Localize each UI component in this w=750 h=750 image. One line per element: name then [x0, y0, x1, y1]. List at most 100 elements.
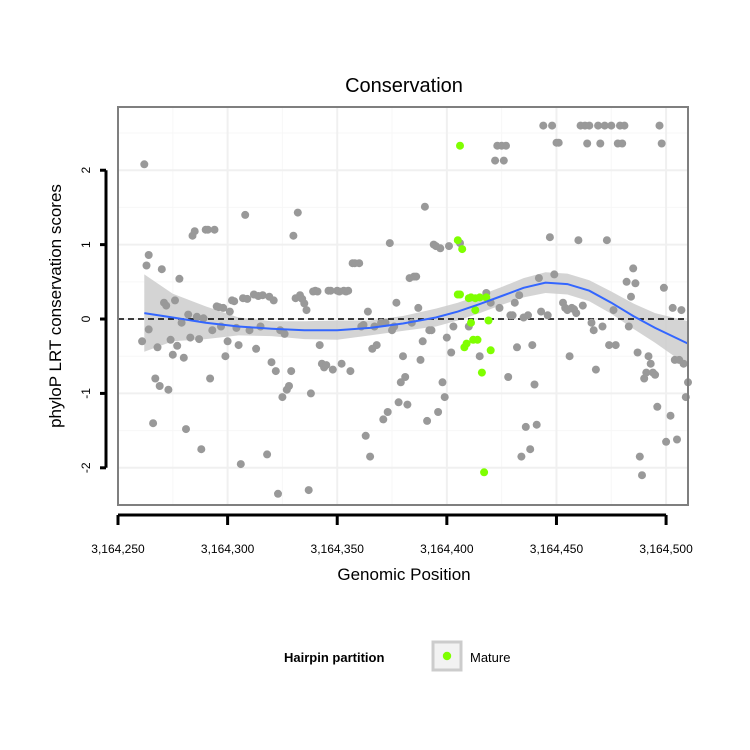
data-point	[208, 326, 217, 335]
data-point	[668, 303, 677, 312]
data-point	[285, 382, 293, 390]
data-point	[591, 365, 600, 374]
data-point	[149, 419, 158, 428]
data-point-mature	[484, 316, 493, 325]
data-point	[416, 355, 425, 364]
data-point	[620, 121, 629, 130]
data-point-mature	[462, 339, 471, 348]
data-point	[258, 291, 267, 300]
data-point	[241, 210, 250, 219]
x-tick-label: 3,164,300	[201, 542, 255, 556]
data-point	[510, 298, 519, 307]
data-point	[203, 225, 212, 234]
data-point	[638, 471, 646, 480]
data-point-mature	[456, 141, 464, 150]
data-point	[195, 335, 204, 344]
y-axis: -2 -1 0 1 2	[79, 167, 108, 473]
x-tick-label: 3,164,350	[311, 542, 365, 556]
data-point	[293, 208, 302, 217]
data-point	[449, 322, 458, 331]
legend-title: Hairpin partition	[284, 650, 384, 665]
data-point	[495, 303, 504, 312]
data-point	[304, 486, 313, 495]
data-point	[587, 318, 596, 327]
y-tick-label: -2	[79, 462, 93, 473]
data-point	[528, 341, 537, 350]
data-point	[151, 374, 160, 383]
data-point	[600, 121, 609, 130]
y-tick-label: 2	[79, 167, 93, 174]
data-point	[657, 139, 666, 148]
data-points	[138, 121, 692, 498]
data-point-mature	[475, 293, 484, 302]
data-point-mature	[477, 368, 486, 377]
data-point	[236, 460, 245, 469]
data-point	[306, 389, 315, 398]
data-point	[315, 341, 324, 350]
data-point	[513, 343, 521, 352]
data-point	[583, 139, 592, 148]
data-point	[565, 352, 574, 361]
data-point	[173, 341, 182, 350]
data-point	[184, 310, 193, 319]
data-point	[361, 431, 370, 440]
data-point	[289, 231, 298, 240]
data-point	[206, 374, 215, 383]
data-point	[598, 322, 607, 331]
data-point	[427, 326, 436, 335]
data-point	[475, 352, 484, 361]
data-point	[144, 251, 153, 259]
data-point	[392, 298, 401, 307]
data-point	[412, 272, 421, 281]
data-point	[175, 274, 184, 283]
data-point-mature	[486, 346, 495, 355]
data-point	[442, 333, 451, 342]
data-point	[337, 359, 346, 368]
data-point	[197, 445, 206, 454]
data-point	[302, 306, 311, 315]
data-point	[379, 415, 388, 424]
data-point	[144, 325, 153, 334]
data-point	[644, 352, 653, 361]
data-point	[153, 343, 162, 352]
data-point	[521, 422, 530, 431]
data-point	[642, 368, 651, 377]
data-point	[545, 233, 554, 242]
legend: Hairpin partition Mature	[284, 640, 510, 672]
data-point	[418, 337, 427, 346]
data-point	[438, 378, 447, 387]
data-point	[223, 337, 232, 346]
data-point	[679, 359, 688, 368]
data-point	[631, 279, 640, 288]
data-point	[508, 311, 517, 320]
data-point	[366, 452, 375, 461]
data-point	[199, 314, 208, 323]
data-point	[252, 344, 261, 353]
data-point	[171, 296, 179, 305]
data-point	[278, 393, 287, 402]
y-axis-title: phyloP LRT conservation scores	[46, 184, 65, 428]
data-point	[372, 341, 381, 350]
data-point	[328, 365, 337, 374]
data-point-mature	[480, 468, 489, 477]
data-point-mature	[453, 236, 462, 245]
data-point	[383, 408, 392, 416]
data-point	[140, 160, 149, 169]
data-point-mature	[482, 293, 491, 302]
data-point	[256, 322, 265, 331]
data-point	[394, 398, 403, 407]
chart-title: Conservation	[345, 75, 463, 97]
data-point-mature	[458, 245, 467, 254]
data-point	[515, 291, 524, 300]
data-point	[532, 420, 541, 429]
data-point	[589, 326, 598, 335]
x-tick-label: 3,164,250	[91, 542, 145, 556]
data-point	[280, 329, 289, 338]
data-point	[313, 287, 322, 296]
data-point	[440, 393, 449, 402]
data-point	[594, 121, 603, 130]
data-point	[609, 306, 618, 315]
data-point	[534, 274, 543, 283]
data-point	[633, 348, 642, 357]
smooth-line-group	[144, 281, 689, 345]
